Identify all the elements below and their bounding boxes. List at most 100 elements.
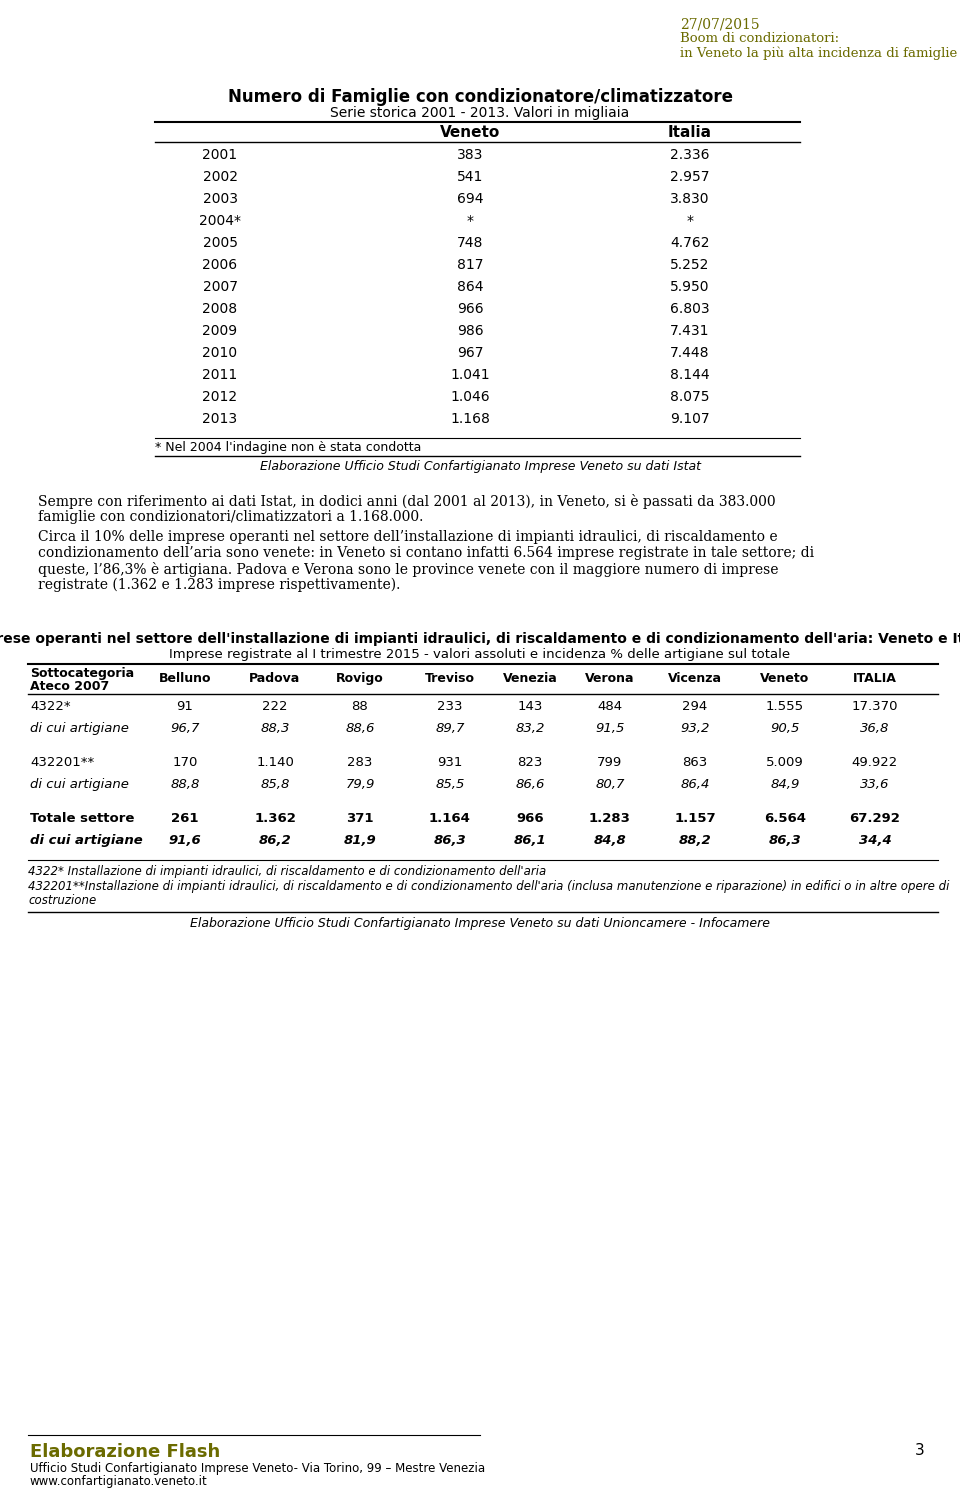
Text: Italia: Italia (668, 125, 712, 140)
Text: 86,1: 86,1 (514, 833, 546, 847)
Text: 86,3: 86,3 (769, 833, 802, 847)
Text: 7.448: 7.448 (670, 347, 709, 360)
Text: Vicenza: Vicenza (668, 672, 722, 686)
Text: 5.252: 5.252 (670, 258, 709, 271)
Text: 88,3: 88,3 (260, 722, 290, 735)
Text: Rovigo: Rovigo (336, 672, 384, 686)
Text: 986: 986 (457, 324, 483, 338)
Text: costruzione: costruzione (28, 894, 96, 907)
Text: Numero di Famiglie con condizionatore/climatizzatore: Numero di Famiglie con condizionatore/cl… (228, 87, 732, 105)
Text: 86,6: 86,6 (516, 778, 544, 791)
Text: 2007: 2007 (203, 280, 237, 294)
Text: 90,5: 90,5 (770, 722, 800, 735)
Text: 823: 823 (517, 757, 542, 769)
Text: 170: 170 (172, 757, 198, 769)
Text: 27/07/2015: 27/07/2015 (680, 18, 759, 32)
Text: 143: 143 (517, 699, 542, 713)
Text: 2008: 2008 (203, 301, 237, 316)
Text: 85,8: 85,8 (260, 778, 290, 791)
Text: 49.922: 49.922 (852, 757, 899, 769)
Text: 2012: 2012 (203, 390, 237, 404)
Text: *: * (686, 214, 693, 228)
Text: 88,2: 88,2 (679, 833, 711, 847)
Text: 283: 283 (348, 757, 372, 769)
Text: 7.431: 7.431 (670, 324, 709, 338)
Text: 4322*: 4322* (30, 699, 71, 713)
Text: Veneto: Veneto (440, 125, 500, 140)
Text: 1.168: 1.168 (450, 411, 490, 426)
Text: 966: 966 (516, 812, 543, 824)
Text: 694: 694 (457, 191, 483, 206)
Text: 222: 222 (262, 699, 288, 713)
Text: www.confartigianato.veneto.it: www.confartigianato.veneto.it (30, 1475, 207, 1487)
Text: 8.144: 8.144 (670, 368, 709, 381)
Text: 67.292: 67.292 (850, 812, 900, 824)
Text: 8.075: 8.075 (670, 390, 709, 404)
Text: 432201**Installazione di impianti idraulici, di riscaldamento e di condizionamen: 432201**Installazione di impianti idraul… (28, 880, 949, 894)
Text: 2009: 2009 (203, 324, 237, 338)
Text: in Veneto la più alta incidenza di famiglie con climatizzatori: in Veneto la più alta incidenza di famig… (680, 47, 960, 59)
Text: 4322* Installazione di impianti idraulici, di riscaldamento e di condizionamento: 4322* Installazione di impianti idraulic… (28, 865, 546, 879)
Text: ITALIA: ITALIA (853, 672, 897, 686)
Text: 2.336: 2.336 (670, 148, 709, 161)
Text: 1.157: 1.157 (674, 812, 716, 824)
Text: queste, l’86,3% è artigiana. Padova e Verona sono le province venete con il magg: queste, l’86,3% è artigiana. Padova e Ve… (38, 562, 779, 577)
Text: 85,5: 85,5 (435, 778, 465, 791)
Text: 371: 371 (347, 812, 373, 824)
Text: Padova: Padova (250, 672, 300, 686)
Text: di cui artigiane: di cui artigiane (30, 722, 129, 735)
Text: 432201**: 432201** (30, 757, 94, 769)
Text: 541: 541 (457, 170, 483, 184)
Text: 1.362: 1.362 (254, 812, 296, 824)
Text: 748: 748 (457, 237, 483, 250)
Text: 931: 931 (438, 757, 463, 769)
Text: 799: 799 (597, 757, 623, 769)
Text: 1.555: 1.555 (766, 699, 804, 713)
Text: 80,7: 80,7 (595, 778, 625, 791)
Text: Sottocategoria: Sottocategoria (30, 668, 134, 680)
Text: Elaborazione Ufficio Studi Confartigianato Imprese Veneto su dati Istat: Elaborazione Ufficio Studi Confartigiana… (259, 460, 701, 473)
Text: 5.009: 5.009 (766, 757, 804, 769)
Text: Ufficio Studi Confartigianato Imprese Veneto- Via Torino, 99 – Mestre Venezia: Ufficio Studi Confartigianato Imprese Ve… (30, 1462, 485, 1475)
Text: 17.370: 17.370 (852, 699, 899, 713)
Text: 4.762: 4.762 (670, 237, 709, 250)
Text: * Nel 2004 l'indagine non è stata condotta: * Nel 2004 l'indagine non è stata condot… (155, 442, 421, 454)
Text: Totale settore: Totale settore (30, 812, 134, 824)
Text: 88,6: 88,6 (346, 722, 374, 735)
Text: Sempre con riferimento ai dati Istat, in dodici anni (dal 2001 al 2013), in Vene: Sempre con riferimento ai dati Istat, in… (38, 494, 776, 509)
Text: famiglie con condizionatori/climatizzatori a 1.168.000.: famiglie con condizionatori/climatizzato… (38, 509, 423, 524)
Text: registrate (1.362 e 1.283 imprese rispettivamente).: registrate (1.362 e 1.283 imprese rispet… (38, 579, 400, 592)
Text: Veneto: Veneto (760, 672, 809, 686)
Text: 294: 294 (683, 699, 708, 713)
Text: Serie storica 2001 - 2013. Valori in migliaia: Serie storica 2001 - 2013. Valori in mig… (330, 105, 630, 121)
Text: Verona: Verona (586, 672, 635, 686)
Text: 86,4: 86,4 (681, 778, 709, 791)
Text: Elaborazione Flash: Elaborazione Flash (30, 1444, 220, 1460)
Text: 33,6: 33,6 (860, 778, 890, 791)
Text: 2001: 2001 (203, 148, 237, 161)
Text: 84,9: 84,9 (770, 778, 800, 791)
Text: 484: 484 (597, 699, 623, 713)
Text: Boom di condizionatori:: Boom di condizionatori: (680, 32, 839, 45)
Text: Elaborazione Ufficio Studi Confartigianato Imprese Veneto su dati Unioncamere - : Elaborazione Ufficio Studi Confartigiana… (190, 916, 770, 930)
Text: 2.957: 2.957 (670, 170, 709, 184)
Text: 2002: 2002 (203, 170, 237, 184)
Text: 233: 233 (437, 699, 463, 713)
Text: 863: 863 (683, 757, 708, 769)
Text: 261: 261 (171, 812, 199, 824)
Text: 93,2: 93,2 (681, 722, 709, 735)
Text: 6.564: 6.564 (764, 812, 806, 824)
Text: 864: 864 (457, 280, 483, 294)
Text: 3: 3 (915, 1444, 924, 1457)
Text: 91,5: 91,5 (595, 722, 625, 735)
Text: 3.830: 3.830 (670, 191, 709, 206)
Text: 966: 966 (457, 301, 483, 316)
Text: 5.950: 5.950 (670, 280, 709, 294)
Text: 2011: 2011 (203, 368, 238, 381)
Text: 2006: 2006 (203, 258, 237, 271)
Text: 89,7: 89,7 (435, 722, 465, 735)
Text: 383: 383 (457, 148, 483, 161)
Text: 1.164: 1.164 (429, 812, 471, 824)
Text: 91: 91 (177, 699, 193, 713)
Text: 2003: 2003 (203, 191, 237, 206)
